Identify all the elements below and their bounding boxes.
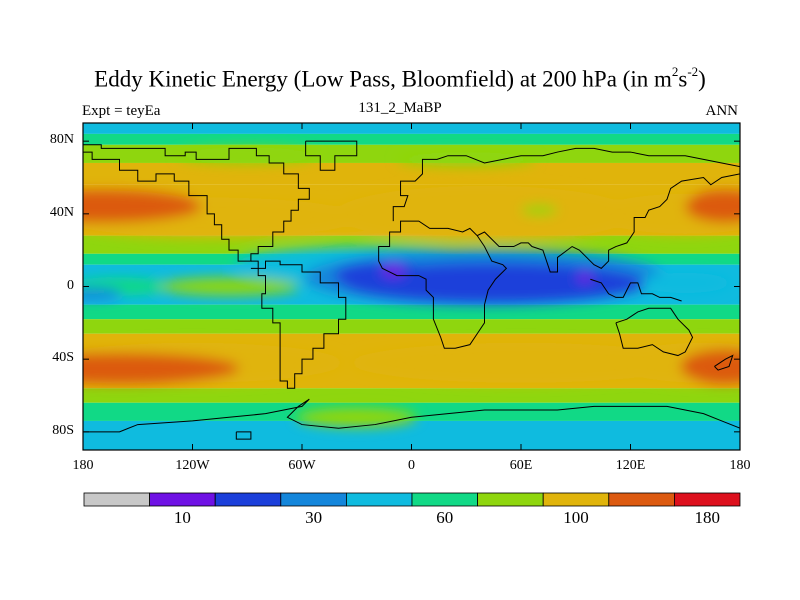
coastline bbox=[615, 307, 694, 357]
coastline bbox=[235, 431, 252, 440]
contour-region bbox=[680, 349, 740, 384]
contour-region bbox=[381, 263, 406, 278]
x-tick-label: 180 bbox=[72, 458, 94, 473]
x-tick-label: 120E bbox=[615, 458, 646, 473]
colorbar-box bbox=[674, 492, 741, 507]
colorbar-box bbox=[477, 492, 544, 507]
colorbar-label: 60 bbox=[436, 508, 454, 527]
colorbar-box bbox=[149, 492, 216, 507]
coastline bbox=[83, 144, 310, 262]
colorbar-box bbox=[542, 492, 610, 507]
contour-band bbox=[83, 235, 740, 254]
contour-band bbox=[83, 162, 740, 185]
x-tick-label: 60E bbox=[509, 458, 533, 473]
colorbar-label: 10 bbox=[173, 508, 191, 527]
colorbar-label: 100 bbox=[563, 508, 589, 527]
contour-region bbox=[159, 277, 299, 296]
y-tick-label: 80S bbox=[52, 422, 74, 438]
x-tick-label: 0 bbox=[408, 458, 415, 473]
contour-band bbox=[83, 133, 740, 145]
contour-region bbox=[576, 272, 593, 283]
colorbar-box bbox=[411, 492, 478, 507]
colorbar-box bbox=[608, 492, 675, 507]
contour-band bbox=[83, 402, 740, 421]
coastline bbox=[83, 398, 740, 433]
coastline bbox=[590, 278, 682, 302]
coastline bbox=[378, 220, 508, 349]
coastline bbox=[305, 140, 358, 171]
colorbar-box bbox=[280, 492, 347, 507]
contour-region bbox=[83, 353, 240, 384]
contour-region bbox=[521, 205, 558, 216]
x-tick-label: 180 bbox=[729, 458, 751, 473]
contour-band bbox=[83, 388, 740, 403]
y-tick-label: 0 bbox=[67, 277, 74, 293]
colorbar-label: 30 bbox=[305, 508, 323, 527]
contour-band bbox=[83, 319, 740, 334]
colorbar-box bbox=[83, 492, 150, 507]
contour-region bbox=[83, 190, 202, 223]
x-tick-label: 120W bbox=[175, 458, 210, 473]
contour-region bbox=[334, 261, 435, 290]
contour-region bbox=[351, 342, 691, 383]
coastline bbox=[476, 173, 740, 273]
contour-region bbox=[685, 190, 740, 223]
colorbar-box bbox=[345, 492, 413, 507]
experiment-label: Expt = teyEa bbox=[82, 103, 161, 119]
y-tick-label: 40S bbox=[52, 350, 74, 366]
colorbar-box bbox=[214, 492, 282, 507]
coastline bbox=[392, 147, 740, 222]
colorbar-label: 180 bbox=[694, 508, 720, 527]
run-label: 131_2_MaBP bbox=[358, 100, 442, 116]
contour-band bbox=[83, 304, 740, 320]
y-tick-label: 40N bbox=[49, 204, 74, 220]
x-tick-label: 60W bbox=[288, 458, 316, 473]
season-label: ANN bbox=[705, 103, 739, 119]
chart-title: Eddy Kinetic Energy (Low Pass, Bloomfiel… bbox=[94, 64, 706, 92]
contour-region bbox=[396, 152, 537, 167]
contour-region bbox=[640, 272, 731, 293]
contour-region bbox=[334, 185, 635, 242]
coastline bbox=[250, 260, 347, 389]
y-tick-label: 80N bbox=[49, 132, 74, 148]
coastline bbox=[714, 354, 734, 371]
contour-region bbox=[83, 287, 123, 300]
